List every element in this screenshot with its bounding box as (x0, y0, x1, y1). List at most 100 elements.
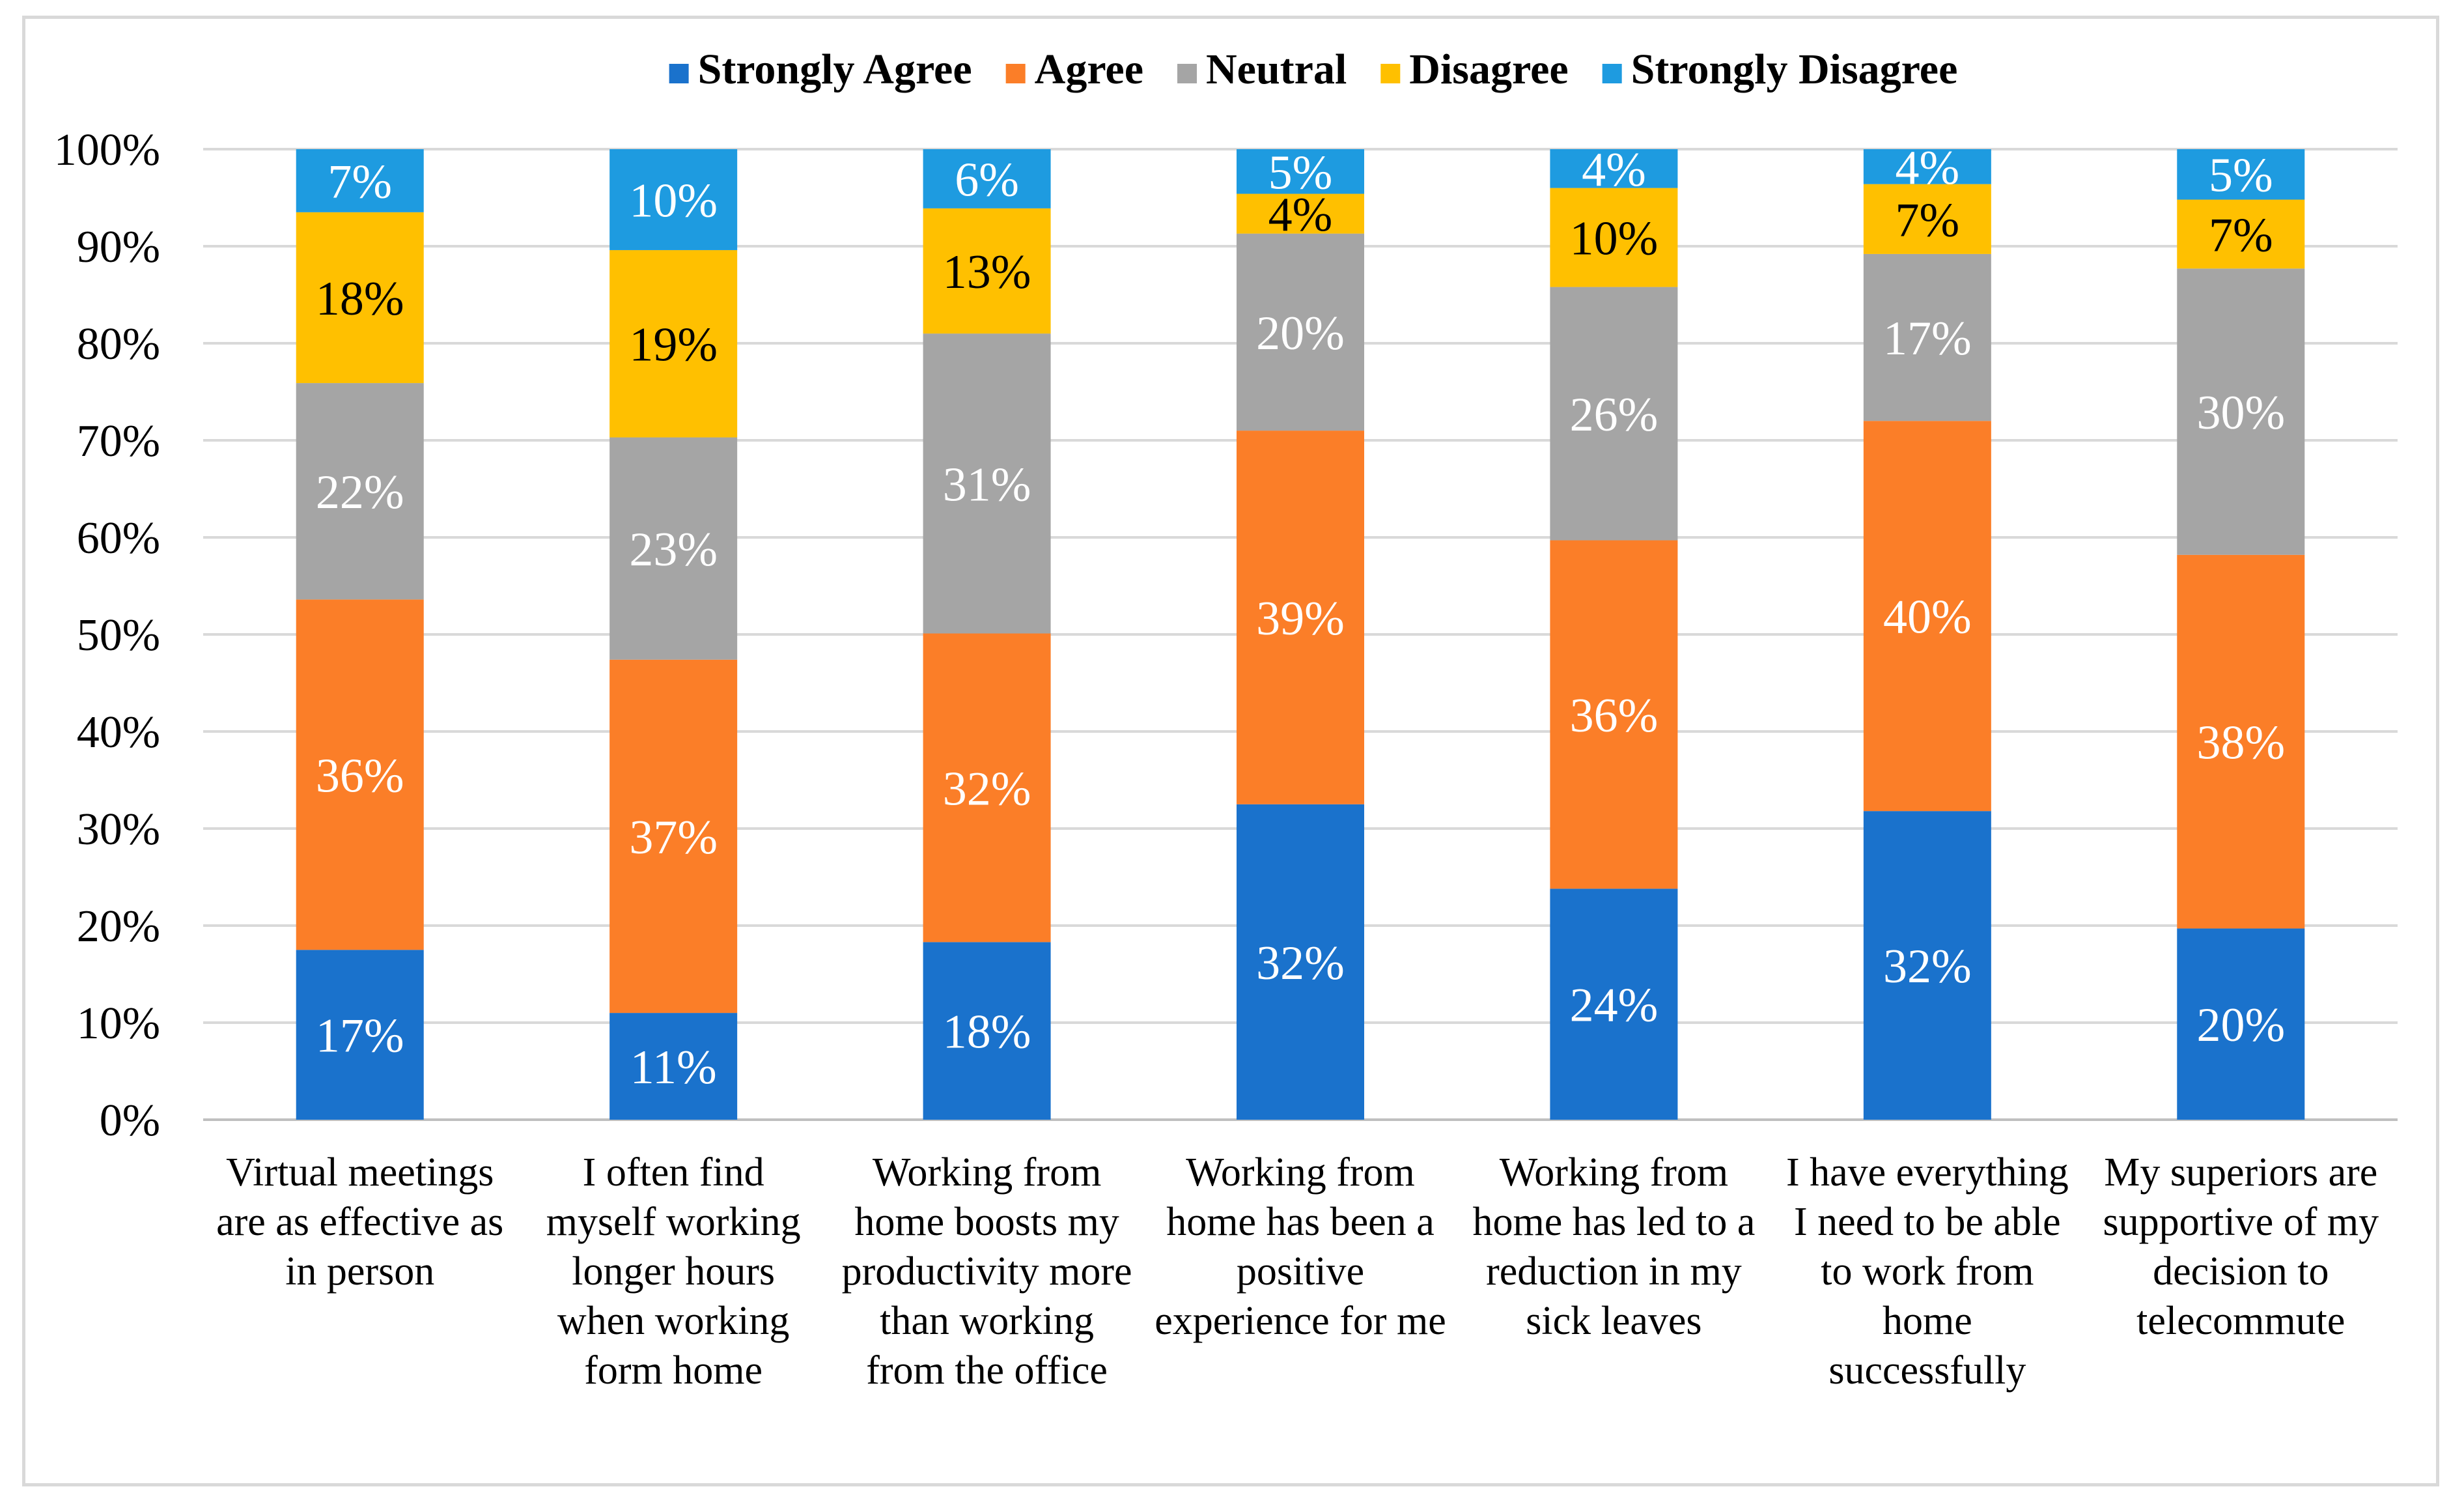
bar-segment-neutral (1237, 233, 1364, 431)
legend-item-agree: Agree (1005, 46, 1143, 93)
data-label: 13% (943, 246, 1031, 299)
bar-segment-neutral (2177, 268, 2305, 555)
data-label: 24% (1570, 979, 1659, 1032)
data-label: 18% (316, 272, 404, 326)
bar-segment-strongly-agree (1863, 811, 1991, 1120)
x-category-line: I need to be able (1794, 1200, 2061, 1244)
bars (296, 149, 2305, 1120)
data-label: 30% (2196, 386, 2285, 440)
data-label: 11% (630, 1041, 717, 1094)
data-label: 17% (316, 1010, 404, 1063)
data-labels: 17% 36% 22% 18% 7% 11% 37% 23% 19% 10% 18% 32% 31% 13… (316, 141, 2285, 1094)
y-tick-label: 50% (77, 610, 160, 660)
legend-item-strongly-agree: Strongly Agree (669, 46, 972, 93)
bar-segment-agree (1237, 431, 1364, 804)
data-label: 4% (1896, 141, 1960, 195)
x-category-line: in person (285, 1249, 434, 1294)
chart-frame (22, 16, 2439, 1486)
bar-segment-strongly-agree (609, 1013, 738, 1120)
data-label: 7% (328, 155, 392, 208)
bar-segment-agree (1863, 421, 1991, 812)
bar-segment-agree (2177, 554, 2305, 929)
legend-label: Neutral (1206, 46, 1347, 93)
data-label: 4% (1582, 143, 1646, 197)
data-label: 40% (1883, 591, 1972, 644)
data-label: 17% (1883, 312, 1972, 365)
y-tick-label: 80% (77, 319, 160, 369)
data-label: 7% (1896, 193, 1960, 247)
x-category-label: My superiors are supportive of my decision… (2103, 1150, 2379, 1343)
x-category-line: when working (557, 1299, 789, 1343)
bar-segment-agree (923, 633, 1051, 943)
x-category-line: I have everything (1786, 1150, 2069, 1195)
data-label: 22% (316, 466, 404, 519)
data-label: 39% (1256, 592, 1345, 646)
legend-item-disagree: Disagree (1380, 46, 1569, 93)
data-label: 19% (629, 319, 718, 372)
data-label: 20% (2196, 999, 2285, 1052)
data-label: 36% (316, 749, 404, 802)
bar-segment-strongly-agree (2177, 928, 2305, 1120)
x-category-line: Working from (1186, 1150, 1414, 1195)
x-category-line: successfully (1828, 1348, 2026, 1393)
bar-segment-strongly-disagree (1863, 149, 1991, 184)
bar-segment-agree (609, 659, 738, 1014)
data-label: 10% (1570, 212, 1659, 266)
bar-segment-neutral (296, 383, 424, 600)
x-category-label: Working from home has been a positive exper… (1155, 1150, 1446, 1343)
y-tick-label: 20% (77, 901, 160, 952)
data-label: 4% (1268, 188, 1333, 242)
bar-segment-neutral (923, 333, 1051, 634)
y-tick-label: 40% (77, 707, 160, 758)
x-category-line: supportive of my (2103, 1200, 2379, 1244)
x-category-line: form home (584, 1348, 763, 1393)
y-tick-label: 90% (77, 222, 160, 272)
bar-segment-agree (1550, 540, 1678, 889)
legend-label: Strongly Agree (698, 46, 972, 93)
bar-segment-disagree (1863, 184, 1991, 254)
x-category-label: I have everything I need to be able to wor… (1786, 1150, 2069, 1393)
data-label: 38% (2196, 717, 2285, 770)
bar-segment-agree (296, 599, 424, 950)
y-tick-label: 30% (77, 804, 160, 855)
bar-segment-disagree (2177, 199, 2305, 269)
data-label: 5% (1268, 146, 1333, 199)
data-label: 31% (943, 458, 1031, 511)
x-category-line: positive (1237, 1249, 1364, 1294)
data-label: 10% (629, 174, 718, 227)
bar-segment-disagree (1237, 193, 1364, 234)
legend-swatch (1602, 64, 1622, 83)
bar-segment-strongly-disagree (1550, 149, 1678, 188)
x-category-line: Working from (873, 1150, 1101, 1195)
bar-segment-disagree (609, 249, 738, 438)
legend-swatch (1005, 64, 1026, 83)
x-category-line: home has been a (1166, 1200, 1434, 1244)
legend-label: Disagree (1409, 46, 1568, 93)
data-label: 32% (1256, 937, 1345, 990)
data-label: 36% (1570, 689, 1659, 743)
x-category-line: sick leaves (1526, 1299, 1701, 1343)
y-tick-label: 100% (54, 125, 160, 175)
legend-item-neutral: Neutral (1177, 46, 1347, 93)
legend-swatch (669, 64, 689, 83)
bar-segment-strongly-agree (1237, 804, 1364, 1120)
data-label: 32% (1883, 940, 1972, 993)
data-label: 20% (1256, 307, 1345, 360)
bar-segment-neutral (1550, 287, 1678, 541)
legend-swatch (1177, 64, 1197, 83)
x-category-label: I often find myself working longer hours wh… (546, 1150, 801, 1393)
x-category-line: to work from (1821, 1249, 2034, 1294)
bar-segment-strongly-disagree (1237, 149, 1364, 194)
bar-segment-disagree (923, 208, 1051, 334)
legend-label: Strongly Disagree (1631, 46, 1958, 93)
x-category-line: decision to (2153, 1249, 2329, 1294)
bar-segment-strongly-agree (296, 950, 424, 1120)
data-label: 5% (2209, 149, 2273, 203)
x-category-line: home has led to a (1472, 1200, 1755, 1244)
x-category-line: I often find (583, 1150, 764, 1195)
data-label: 18% (943, 1006, 1031, 1059)
x-category-line: are as effective as (216, 1200, 503, 1244)
bar-segment-strongly-disagree (609, 149, 738, 250)
data-label: 37% (629, 811, 718, 864)
